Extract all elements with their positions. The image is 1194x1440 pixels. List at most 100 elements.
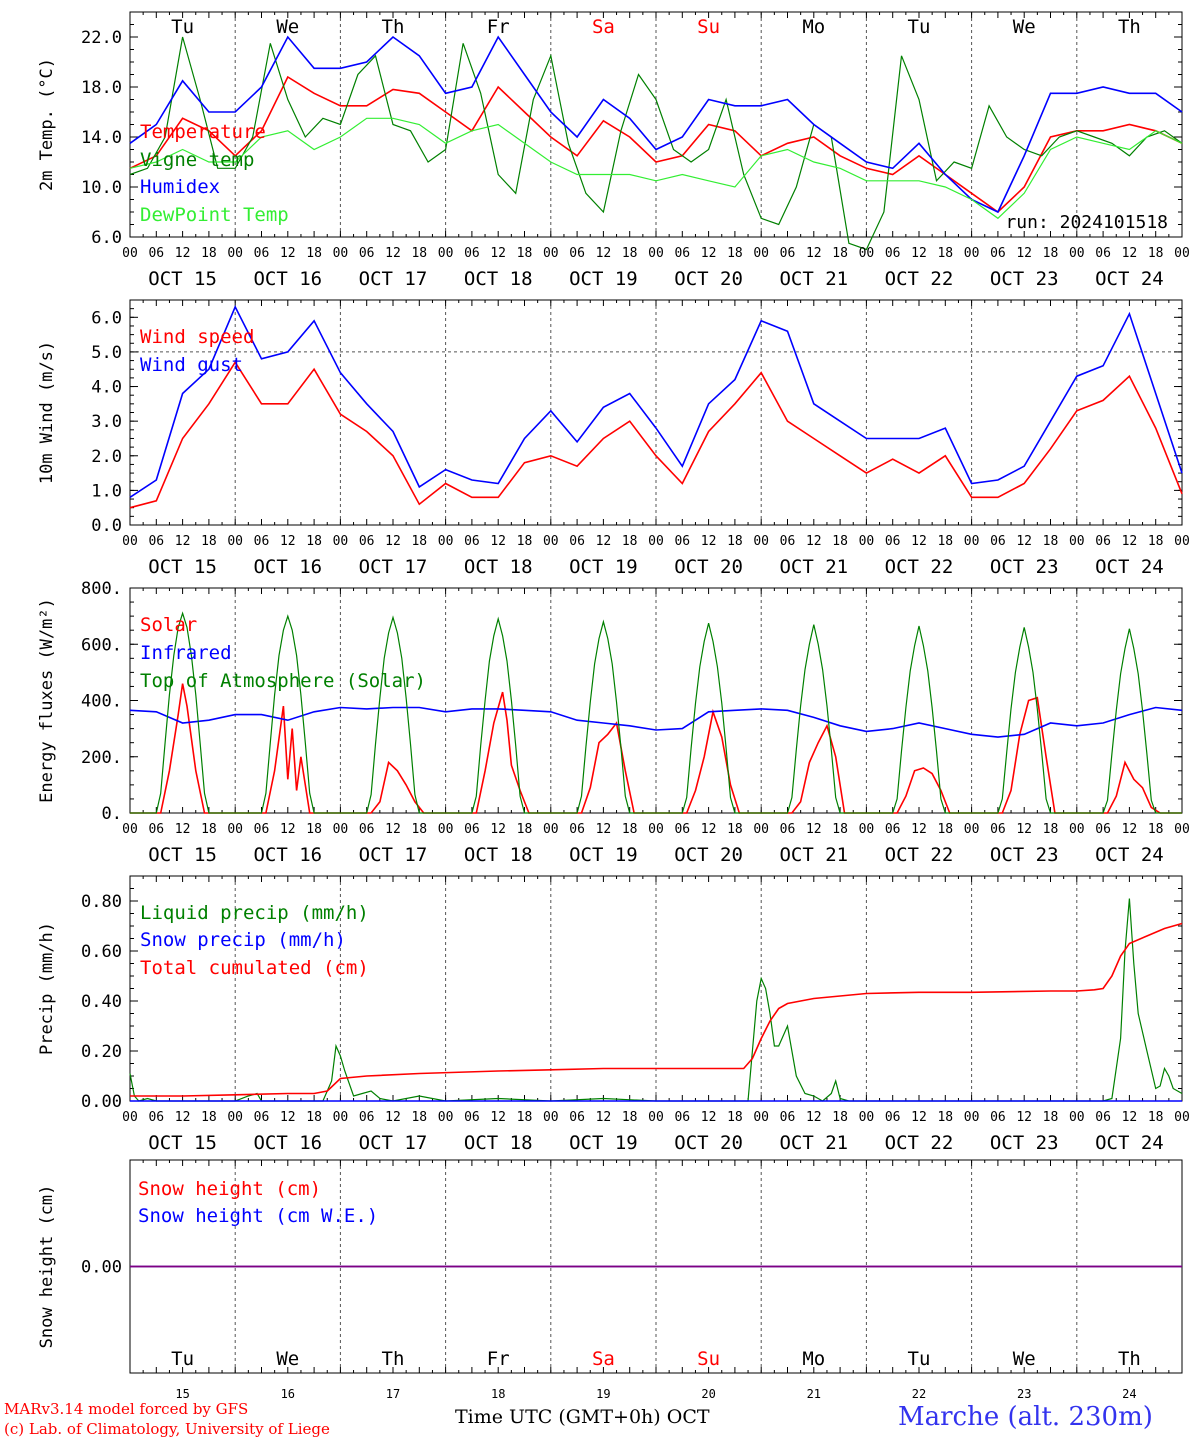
date-label: OCT 16 — [253, 844, 322, 866]
date-label: OCT 21 — [779, 556, 848, 578]
hour-label: 00 — [122, 246, 138, 261]
hour-label: 06 — [359, 534, 375, 549]
day-name-label: Tu — [171, 16, 194, 38]
hour-label: 00 — [1069, 822, 1085, 837]
panel-4 — [129, 875, 1183, 1102]
y-tick-label: 14.0 — [81, 128, 122, 148]
y-tick-label: 3.0 — [91, 412, 122, 432]
hour-label: 06 — [464, 246, 480, 261]
hour-label: 06 — [885, 1110, 901, 1125]
date-label: OCT 24 — [1095, 844, 1164, 866]
hour-label: 18 — [201, 822, 217, 837]
hour-label: 00 — [543, 246, 559, 261]
hour-label: 12 — [1122, 1110, 1138, 1125]
hour-label: 06 — [780, 1110, 796, 1125]
date-label: OCT 24 — [1095, 268, 1164, 290]
hour-label: 12 — [385, 1110, 401, 1125]
hour-label: 12 — [1016, 534, 1032, 549]
hour-label: 18 — [1043, 534, 1059, 549]
date-label: OCT 23 — [990, 1132, 1059, 1154]
hour-label: 00 — [122, 534, 138, 549]
day-number-label: 24 — [1122, 1387, 1136, 1401]
series-line-green — [129, 898, 1183, 1102]
hour-label: 00 — [753, 1110, 769, 1125]
plot-frame — [129, 299, 1183, 526]
panel-5 — [129, 1159, 1183, 1374]
hour-label: 06 — [254, 1110, 270, 1125]
x-axis-label: Time UTC (GMT+0h) — [455, 1406, 661, 1428]
day-name-label: Mo — [802, 1348, 825, 1370]
day-name-label: Su — [697, 16, 720, 38]
date-label: OCT 24 — [1095, 1132, 1164, 1154]
hour-label: 12 — [490, 822, 506, 837]
hour-label: 06 — [780, 534, 796, 549]
hour-label: 18 — [832, 534, 848, 549]
hour-label: 12 — [175, 246, 191, 261]
hour-label: 18 — [622, 534, 638, 549]
y-tick-label: 4.0 — [91, 378, 122, 398]
day-name-label: Th — [382, 1348, 405, 1370]
hour-label: 00 — [859, 822, 875, 837]
series-line-red — [129, 75, 1183, 214]
hour-label: 06 — [569, 534, 585, 549]
legend-entry: Top of Atmosphere (Solar) — [140, 670, 426, 692]
y-axis-label: 2m Temp. (°C) — [37, 58, 57, 191]
hour-label: 00 — [648, 822, 664, 837]
date-label: OCT 20 — [674, 1132, 743, 1154]
series-line-blue — [129, 304, 1183, 498]
hour-label: 18 — [201, 1110, 217, 1125]
date-label: OCT 15 — [148, 844, 217, 866]
hour-label: 00 — [227, 1110, 243, 1125]
hour-label: 18 — [832, 822, 848, 837]
date-label: OCT 15 — [148, 268, 217, 290]
legend-entry: Temperature — [140, 121, 266, 143]
hour-label: 06 — [990, 1110, 1006, 1125]
y-axis-label: 10m Wind (m/s) — [37, 341, 57, 484]
legend-entry: Liquid precip (mm/h) — [140, 902, 369, 924]
hour-label: 18 — [517, 822, 533, 837]
hour-label: 12 — [175, 1110, 191, 1125]
day-name-label: We — [276, 1348, 299, 1370]
hour-label: 06 — [254, 822, 270, 837]
legend-entry: Humidex — [140, 176, 220, 198]
hour-label: 00 — [227, 534, 243, 549]
hour-label: 06 — [254, 246, 270, 261]
y-tick-label: 5.0 — [91, 343, 122, 363]
hour-label: 06 — [1095, 534, 1111, 549]
y-tick-label: 6.0 — [91, 308, 122, 328]
y-tick-label: 22.0 — [81, 28, 122, 48]
date-label: OCT 23 — [990, 844, 1059, 866]
hour-label: 18 — [727, 246, 743, 261]
y-tick-label: 0. — [102, 804, 122, 824]
day-name-label: We — [1013, 16, 1036, 38]
hour-label: 00 — [1174, 1110, 1190, 1125]
hour-label: 00 — [964, 1110, 980, 1125]
hour-label: 06 — [780, 246, 796, 261]
hour-label: 18 — [306, 822, 322, 837]
day-name-label: Sa — [592, 16, 615, 38]
hour-label: 06 — [1095, 1110, 1111, 1125]
hour-label: 00 — [227, 246, 243, 261]
hour-label: 12 — [175, 534, 191, 549]
hour-label: 12 — [1016, 1110, 1032, 1125]
hour-label: 00 — [333, 534, 349, 549]
hour-label: 06 — [674, 246, 690, 261]
date-label: OCT 21 — [779, 1132, 848, 1154]
y-tick-label: 2.0 — [91, 447, 122, 467]
hour-label: 18 — [411, 246, 427, 261]
day-number-label: 17 — [386, 1387, 400, 1401]
hour-label: 12 — [911, 822, 927, 837]
y-tick-label: 800. — [81, 579, 122, 599]
hour-label: 12 — [1016, 246, 1032, 261]
date-label: OCT 20 — [674, 844, 743, 866]
panel-1 — [129, 11, 1183, 251]
hour-label: 00 — [648, 1110, 664, 1125]
hour-label: 18 — [1148, 534, 1164, 549]
hour-label: 06 — [464, 822, 480, 837]
hour-label: 18 — [1043, 1110, 1059, 1125]
hour-label: 06 — [359, 1110, 375, 1125]
hour-label: 18 — [1148, 822, 1164, 837]
hour-label: 18 — [622, 1110, 638, 1125]
hour-label: 12 — [385, 822, 401, 837]
